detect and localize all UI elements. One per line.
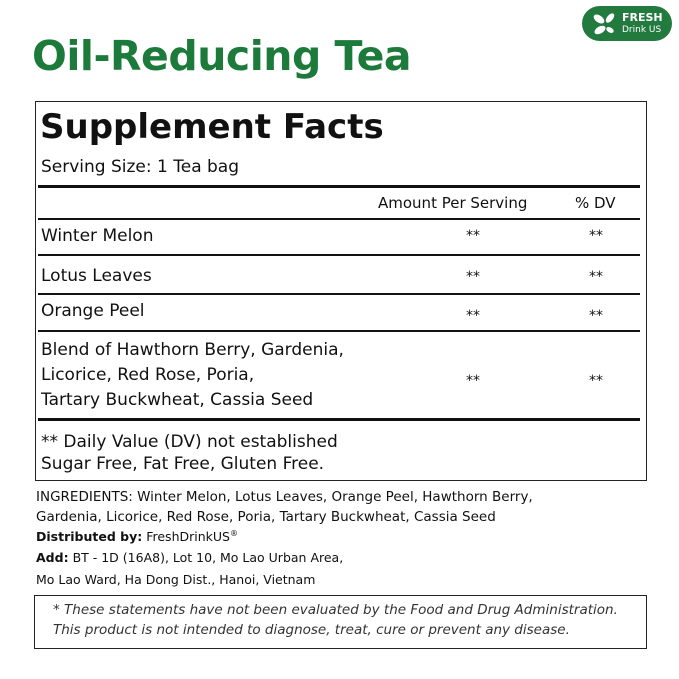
ingredients-line: Gardenia, Licorice, Red Rose, Poria, Tar… [36,509,496,525]
address-line: Add: BT - 1D (16A8), Lot 10, Mo Lao Urba… [36,550,343,565]
divider [38,254,640,256]
serving-size: Serving Size: 1 Tea bag [41,157,240,177]
divider [38,185,640,188]
address-label: Add: [36,550,69,565]
row-dv: ** [589,308,603,324]
ingredients-line: INGREDIENTS: Winter Melon, Lotus Leaves,… [36,489,533,505]
row-dv: ** [589,228,603,244]
product-title: Oil-Reducing Tea [32,32,412,80]
brand-logo: FRESH Drink US [582,6,672,41]
row-name: Orange Peel [41,301,145,321]
leaf-icon [593,13,615,35]
fda-disclaimer: * These statements have not been evaluat… [34,595,647,649]
address-line-2: Mo Lao Ward, Ha Dong Dist., Hanoi, Vietn… [36,572,316,587]
col-dv-header: % DV [575,194,616,212]
divider [38,218,640,220]
row-name-line: Tartary Buckwheat, Cassia Seed [41,390,314,410]
facts-heading: Supplement Facts [40,107,384,147]
row-name: Winter Melon [41,226,154,246]
distributor-label: Distributed by: [36,529,143,545]
supplement-facts-panel [35,101,647,481]
row-amount: ** [466,373,480,389]
logo-text-drinkus: Drink US [622,25,662,35]
distributor-value: FreshDrinkUS [146,529,230,545]
logo-text-fresh: FRESH [622,11,663,24]
row-name: Lotus Leaves [41,266,152,286]
footnote-free: Sugar Free, Fat Free, Gluten Free. [41,454,325,474]
row-dv: ** [589,373,603,389]
disclaimer-line: * These statements have not been evaluat… [53,602,618,618]
col-amount-header: Amount Per Serving [378,194,528,212]
footnote-dv: ** Daily Value (DV) not established [41,432,338,452]
row-name-line: Licorice, Red Rose, Poria, [41,365,255,385]
divider [38,418,640,421]
row-name-line: Blend of Hawthorn Berry, Gardenia, [41,340,344,360]
row-amount: ** [466,308,480,324]
divider [38,330,640,332]
row-amount: ** [466,228,480,244]
distributor: Distributed by: FreshDrinkUS® [36,529,238,544]
row-dv: ** [589,269,603,285]
address-line-1: BT - 1D (16A8), Lot 10, Mo Lao Urban Are… [72,550,344,565]
registered-mark: ® [229,529,238,538]
row-amount: ** [466,269,480,285]
divider [38,293,640,295]
disclaimer-line: This product is not intended to diagnose… [53,622,570,638]
